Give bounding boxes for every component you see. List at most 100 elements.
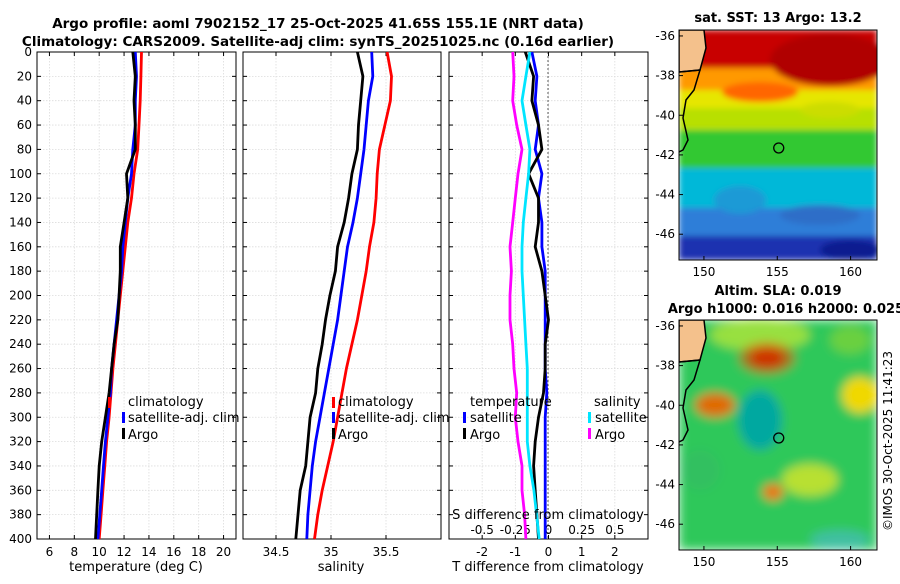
depth-tick-label: 380 <box>9 508 32 522</box>
lat-tick-label: -44 <box>655 478 675 492</box>
temperature-axis-label: temperature (deg C) <box>69 560 203 575</box>
temperature-legend: climatology satellite-adj. clim Argo <box>108 395 240 443</box>
lat-tick-label: -36 <box>655 319 675 333</box>
lon-tick-label: 155 <box>766 555 789 569</box>
sst-land <box>679 30 707 73</box>
depth-tick-label: 160 <box>9 240 32 254</box>
x-tick-label: 6 <box>46 545 54 559</box>
legend-argo-swatch <box>332 428 335 439</box>
difference-legend: temperature satellite Argo salinity sate… <box>463 395 647 443</box>
legend-climatology-swatch <box>108 397 111 408</box>
sla-map-title: Altim. SLA: 0.019 <box>715 284 842 299</box>
lon-tick-label: 160 <box>839 265 862 279</box>
legend-satellite-label: satellite-adj. clim <box>338 411 450 426</box>
depth-tick-label: 40 <box>17 94 32 108</box>
depth-tick-label: 100 <box>9 167 32 181</box>
x-tick-label: 0 <box>545 545 553 559</box>
argo-position-marker <box>773 142 785 154</box>
depth-tick-label: 140 <box>9 215 32 229</box>
sla-map-panel: Altim. SLA: 0.019 Argo h1000: 0.016 h200… <box>655 284 900 569</box>
depth-tick-label: 60 <box>17 118 32 132</box>
legend-salinity-argo-swatch <box>588 428 591 439</box>
legend-climatology-swatch <box>332 397 335 408</box>
legend-argo-label: Argo <box>338 428 368 443</box>
salinity-legend: climatology satellite-adj. clim Argo <box>332 395 450 443</box>
legend-temperature-argo-swatch <box>463 428 466 439</box>
lat-tick-label: -36 <box>655 29 675 43</box>
legend-salinity-argo-label: Argo <box>595 428 625 443</box>
sst-map-frame <box>678 29 878 261</box>
depth-tick-label: 400 <box>9 532 32 546</box>
lon-tick-label: 150 <box>692 265 715 279</box>
x-tick-label: 34.5 <box>263 545 290 559</box>
depth-tick-label: 340 <box>9 459 32 473</box>
sst-coastline <box>679 69 702 153</box>
series-salinity-satellite-line <box>520 51 541 540</box>
lat-tick-label: -40 <box>655 108 675 122</box>
legend-satellite-swatch <box>122 412 125 423</box>
legend-salinity-heading: salinity <box>594 395 641 410</box>
series-climatology-line <box>313 51 393 540</box>
legend-temperature-satellite-swatch <box>463 412 466 423</box>
lat-tick-label: -46 <box>655 517 675 531</box>
legend-climatology-label: climatology <box>338 395 414 410</box>
x-tick-label: 20 <box>216 545 231 559</box>
sla-map-frame <box>678 319 878 551</box>
x-tick-label: 16 <box>166 545 181 559</box>
salinity-panel: 34.5 35 35.5 salinity climatology satellit… <box>242 51 450 575</box>
legend-climatology-label: climatology <box>128 395 204 410</box>
sla-coastline <box>679 359 702 443</box>
sla-land <box>679 320 707 363</box>
lat-tick-label: -38 <box>655 359 675 373</box>
x2-tick-label: -0.25 <box>500 523 531 537</box>
legend-temperature-argo-label: Argo <box>470 428 500 443</box>
sst-field <box>679 30 877 260</box>
x2-tick-label: 0.25 <box>568 523 595 537</box>
t-difference-axis-label: T difference from climatology <box>451 560 644 575</box>
lat-tick-label: -42 <box>655 438 675 452</box>
x-tick-label: 35.5 <box>373 545 400 559</box>
x-tick-label: -2 <box>476 545 488 559</box>
x-tick-label: 8 <box>70 545 78 559</box>
depth-tick-label: 80 <box>17 142 32 156</box>
depth-tick-label: 220 <box>9 313 32 327</box>
x2-tick-label: -0.5 <box>470 523 493 537</box>
s-difference-axis-label: S difference from climatology <box>452 508 644 523</box>
depth-tick-label: 280 <box>9 386 32 400</box>
depth-tick-label: 200 <box>9 289 32 303</box>
x2-tick-label: 0.5 <box>605 523 624 537</box>
x-tick-label: 18 <box>191 545 206 559</box>
x2-tick-label: 0 <box>545 523 553 537</box>
lat-tick-label: -46 <box>655 227 675 241</box>
x-tick-label: -1 <box>509 545 521 559</box>
legend-temperature-heading: temperature <box>470 395 552 410</box>
x-tick-label: 10 <box>92 545 107 559</box>
legend-argo-label: Argo <box>128 428 158 443</box>
depth-tick-label: 20 <box>17 69 32 83</box>
x-tick-label: 12 <box>116 545 131 559</box>
sla-map-subtitle: Argo h1000: 0.016 h2000: 0.025 <box>668 302 900 317</box>
legend-satellite-label: satellite-adj. clim <box>128 411 240 426</box>
series-satellite-adj-clim-line <box>305 51 375 540</box>
lon-tick-label: 160 <box>839 555 862 569</box>
depth-tick-label: 360 <box>9 483 32 497</box>
series-salinity-argo-line <box>508 51 528 540</box>
timestamp-watermark: ©IMOS 30-Oct-2025 11:41:23 <box>881 351 895 531</box>
lat-tick-label: -40 <box>655 398 675 412</box>
depth-tick-label: 120 <box>9 191 32 205</box>
difference-panel: -2 -1 0 1 2 -0.5 -0.25 0 0.25 0.5 T difference fr… <box>448 51 649 575</box>
sst-map-panel: sat. SST: 13 Argo: 13.2 <box>655 11 878 279</box>
figure-title-line-2: Climatology: CARS2009. Satellite-adj cli… <box>22 34 614 50</box>
lat-tick-label: -42 <box>655 148 675 162</box>
x-tick-label: 1 <box>578 545 586 559</box>
series-temperature-argo-line <box>523 51 550 540</box>
depth-tick-label: 320 <box>9 435 32 449</box>
legend-argo-swatch <box>122 428 125 439</box>
legend-salinity-satellite-label: satellite <box>595 411 647 426</box>
depth-tick-label: 180 <box>9 264 32 278</box>
legend-salinity-satellite-swatch <box>588 412 591 423</box>
x-tick-label: 35 <box>323 545 338 559</box>
series-argo-line <box>94 51 137 540</box>
depth-tick-label: 260 <box>9 362 32 376</box>
temperature-panel: 0 20 40 60 80 100 120 140 160 180 200 220 240 260 280 3… <box>9 45 240 575</box>
